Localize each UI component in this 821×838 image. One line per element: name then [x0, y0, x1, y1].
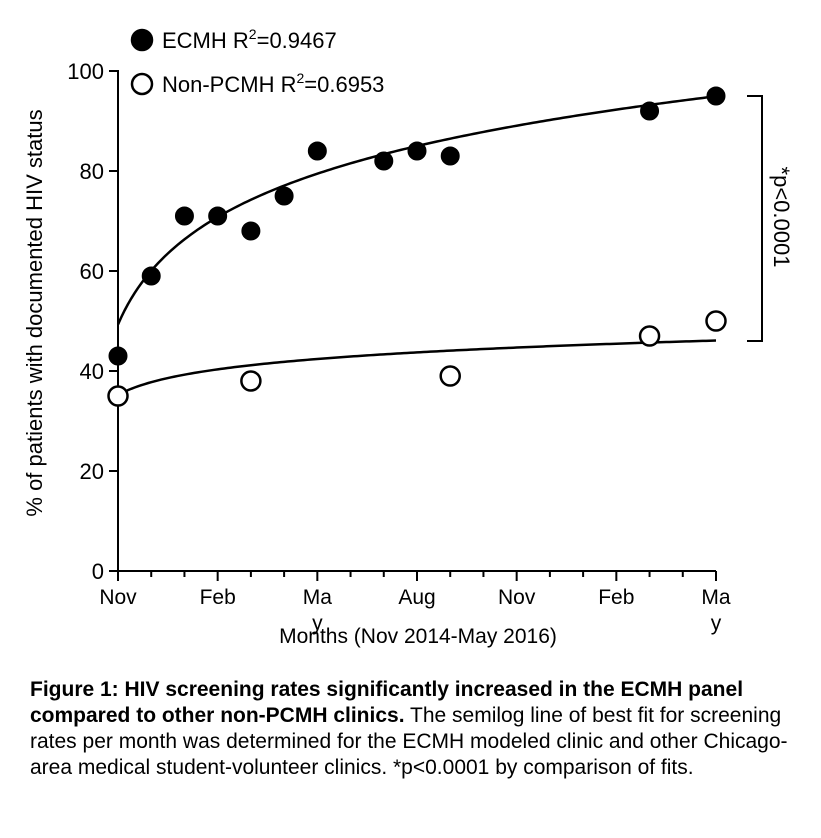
y-axis: 0 20 40 60 80 100 % of patients with document…: [22, 59, 119, 584]
bracket-line: [747, 95, 763, 342]
x-axis: Nov Feb Ma y Aug Nov Feb Ma y Months (Nov 2014-M…: [99, 570, 731, 648]
x-axis-label: Months (Nov 2014-May 2016): [279, 625, 557, 648]
legend-marker-ecmh: [130, 28, 154, 52]
legend: ECMH R2=0.9467 Non-PCMH R2=0.6953: [130, 26, 384, 97]
x-tick-label: Ma: [701, 586, 730, 609]
data-point-ecmh: [108, 346, 128, 366]
y-tick-label: 60: [80, 259, 104, 284]
x-tick-label: Ma: [303, 586, 332, 609]
caption-body: The semilog line of best fit for screeni…: [30, 704, 788, 779]
figure-caption: Figure 1: HIV screening rates significan…: [30, 677, 800, 781]
legend-label-ecmh: ECMH R2=0.9467: [162, 26, 337, 53]
data-point-non-pcmh: [705, 310, 727, 332]
data-point-ecmh: [706, 86, 726, 106]
x-tick-label: y: [711, 612, 722, 635]
data-point-ecmh: [208, 206, 228, 226]
legend-label-non-pcmh: Non-PCMH R2=0.6953: [162, 70, 384, 97]
y-tick-label: 100: [67, 59, 104, 84]
data-point-ecmh: [241, 221, 261, 241]
significance-annotation: *p<0.0001: [769, 167, 794, 268]
y-tick-label: 0: [92, 559, 104, 584]
data-point-non-pcmh: [107, 385, 129, 407]
x-tick-label: Feb: [598, 586, 634, 609]
data-points: [107, 86, 727, 407]
data-point-ecmh: [307, 141, 327, 161]
fit-lines: [116, 95, 717, 397]
y-axis-label: % of patients with documented HIV status: [22, 109, 47, 516]
data-point-ecmh: [274, 186, 294, 206]
x-tick-label: Aug: [398, 586, 435, 609]
fit-line-ecmh: [116, 95, 717, 326]
chart: 0 20 40 60 80 100 % of patients with document…: [22, 26, 794, 648]
y-tick-label: 80: [80, 159, 104, 184]
y-ticks: 0 20 40 60 80 100: [67, 59, 118, 584]
x-tick-label: Nov: [498, 586, 536, 609]
caption-title: Figure 1: HIV screening rates significan…: [30, 678, 744, 727]
x-ticks: Nov Feb Ma y Aug Nov Feb Ma y: [99, 571, 731, 635]
data-point-ecmh: [174, 206, 194, 226]
x-tick-label: y: [312, 612, 323, 635]
data-point-non-pcmh: [638, 325, 661, 347]
data-point-ecmh: [141, 266, 161, 286]
data-point-non-pcmh: [240, 370, 262, 392]
data-point-ecmh: [374, 151, 394, 171]
data-point-ecmh: [407, 141, 427, 161]
data-point-ecmh: [440, 146, 460, 166]
data-point-non-pcmh: [439, 365, 461, 387]
significance-bracket: *p<0.0001: [747, 95, 794, 342]
data-point-ecmh: [640, 101, 660, 121]
x-tick-label: Feb: [200, 586, 236, 609]
x-tick-label: Nov: [99, 586, 137, 609]
y-tick-label: 40: [80, 359, 104, 384]
fit-line-non-pcmh: [117, 339, 717, 397]
y-tick-label: 20: [80, 459, 104, 484]
legend-marker-non-pcmh: [130, 72, 154, 96]
